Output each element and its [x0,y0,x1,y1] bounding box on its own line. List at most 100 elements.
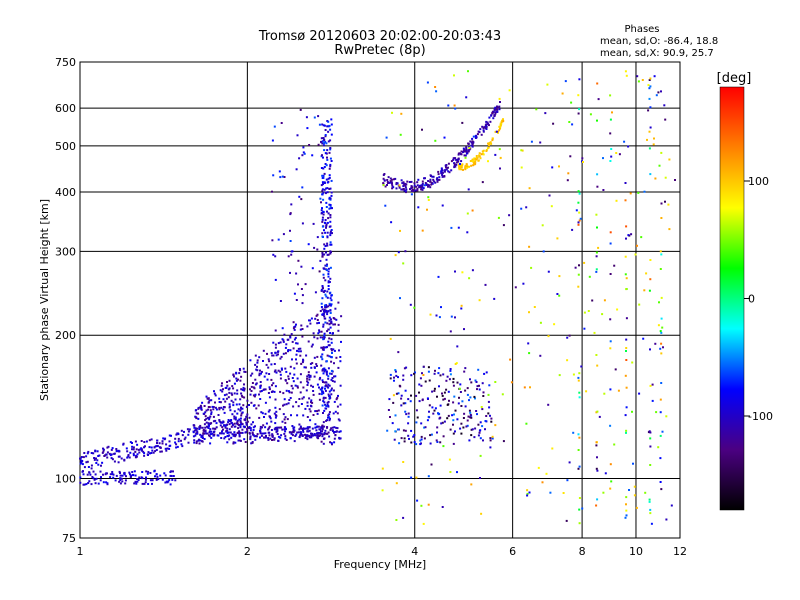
data-point [577,376,580,379]
data-point [231,385,234,388]
data-point [521,149,524,152]
data-point [618,153,621,156]
data-point [322,325,325,328]
data-point [473,157,476,160]
data-point [329,147,332,149]
data-point [309,410,312,413]
data-point [461,163,464,166]
colorbar-tick-label: 100 [748,175,769,188]
data-point [329,441,332,444]
data-point [441,174,444,176]
data-point [596,469,599,472]
data-point [240,407,243,410]
data-point [450,169,453,172]
data-point [624,516,627,519]
data-point [330,349,333,352]
data-point [331,443,333,446]
data-point [316,410,318,413]
data-point [326,235,329,238]
data-point [325,360,328,363]
data-point [475,156,478,159]
data-point [449,368,452,370]
data-point [280,434,283,437]
data-point [568,121,571,123]
data-point [416,187,419,190]
data-point [463,154,466,157]
data-point [197,412,200,415]
data-point [287,377,290,380]
data-point [520,149,523,152]
data-point [528,187,531,190]
data-point [464,389,467,392]
data-point [328,207,331,210]
data-point [199,439,202,442]
data-point [413,372,415,375]
data-point [275,410,278,413]
data-point [426,397,429,400]
data-point [457,160,460,163]
data-point [111,458,114,461]
data-point [210,422,213,425]
data-point [577,433,580,436]
data-point [283,428,286,431]
data-point [301,302,304,305]
data-point [279,390,282,393]
data-point [495,108,498,111]
data-point [202,412,205,415]
data-point [595,251,598,254]
data-point [577,285,580,288]
data-point [489,120,492,123]
data-point [155,473,158,476]
data-point [553,323,556,326]
data-point [667,203,670,206]
data-point [258,356,261,359]
data-point [326,191,329,194]
data-point [625,496,628,499]
data-point [325,206,328,208]
data-point [322,198,325,201]
data-point [595,504,598,507]
data-point [187,441,190,444]
data-point [280,367,283,370]
data-point [239,379,242,382]
data-point [334,434,337,436]
data-point [325,201,328,204]
data-point [649,464,652,466]
data-point [306,426,309,429]
data-point [317,143,320,146]
data-point [387,182,389,184]
data-point [641,79,644,81]
data-point [330,356,333,359]
data-point [280,122,283,124]
data-point [402,188,405,190]
data-point [610,148,613,150]
data-point [95,462,98,464]
data-point [135,448,138,451]
data-point [482,130,485,133]
data-point [660,488,663,491]
data-point [386,429,389,432]
data-point [207,423,210,426]
data-point [434,369,436,372]
data-point [395,182,398,184]
data-point [232,442,235,445]
data-point [260,390,263,392]
data-point [304,407,307,410]
data-point [395,187,398,190]
data-point [423,426,426,429]
data-point [193,424,196,427]
data-point [328,413,331,416]
data-point [266,352,268,355]
data-point [258,416,261,419]
data-point [311,427,314,430]
data-point [321,193,324,196]
data-point [642,337,645,340]
data-point [208,434,210,437]
data-point [199,426,202,429]
data-point [119,482,122,485]
data-point [323,311,326,314]
data-point [566,479,569,482]
data-point [490,417,493,420]
data-point [325,223,328,226]
data-point [329,304,332,307]
